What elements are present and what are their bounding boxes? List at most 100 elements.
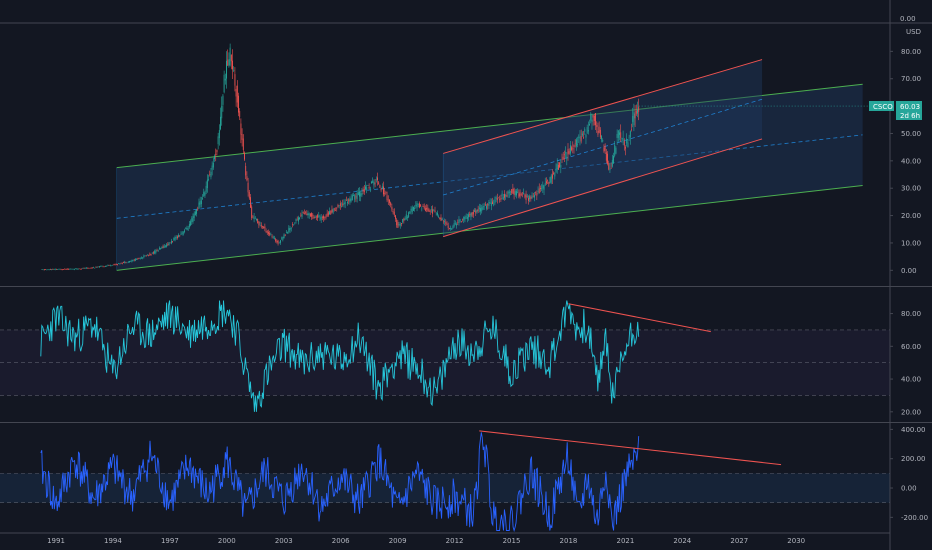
candle-body[interactable]	[336, 208, 338, 210]
candle-body[interactable]	[81, 268, 83, 270]
candle-body[interactable]	[454, 223, 456, 225]
candle-body[interactable]	[573, 145, 575, 147]
candle-body[interactable]	[411, 207, 413, 213]
candle-body[interactable]	[138, 258, 140, 259]
candle-body[interactable]	[265, 230, 267, 232]
candle-body[interactable]	[73, 269, 75, 270]
candle-body[interactable]	[93, 267, 94, 269]
candle-body[interactable]	[338, 205, 340, 207]
candle-body[interactable]	[72, 269, 74, 270]
candle-body[interactable]	[330, 210, 332, 215]
channel-outer-upper-line[interactable]	[116, 83, 863, 169]
candle-body[interactable]	[402, 219, 404, 222]
candle-body[interactable]	[160, 247, 162, 249]
candle-body[interactable]	[186, 228, 188, 230]
candle-body[interactable]	[575, 139, 577, 147]
candle-body[interactable]	[78, 268, 80, 270]
candle-body[interactable]	[541, 188, 543, 189]
candle-body[interactable]	[457, 222, 459, 223]
candle-body[interactable]	[321, 217, 323, 218]
candle-body[interactable]	[327, 212, 329, 216]
candle-body[interactable]	[632, 116, 634, 122]
candle-body[interactable]	[145, 255, 147, 257]
candle-body[interactable]	[143, 255, 145, 258]
candle-body[interactable]	[88, 267, 90, 269]
candle-body[interactable]	[545, 181, 547, 184]
candle-body[interactable]	[175, 237, 177, 239]
candle-body[interactable]	[373, 181, 375, 186]
candle-body[interactable]	[561, 159, 563, 160]
candle-body[interactable]	[571, 147, 573, 151]
candle-body[interactable]	[620, 132, 622, 138]
candle-body[interactable]	[117, 264, 118, 265]
candle-body[interactable]	[95, 266, 97, 268]
candle-body[interactable]	[232, 60, 233, 70]
candle-body[interactable]	[484, 204, 486, 206]
candle-body[interactable]	[59, 269, 61, 270]
candle-body[interactable]	[323, 216, 325, 219]
candle-body[interactable]	[236, 85, 238, 103]
candle-body[interactable]	[412, 206, 414, 211]
candle-body[interactable]	[113, 264, 115, 265]
candle-body[interactable]	[614, 144, 616, 156]
candle-body[interactable]	[97, 266, 99, 268]
candle-body[interactable]	[94, 267, 96, 269]
candle-body[interactable]	[619, 132, 620, 135]
candle-body[interactable]	[161, 247, 163, 248]
candle-body[interactable]	[187, 228, 189, 230]
candle-body[interactable]	[63, 269, 65, 270]
candle-body[interactable]	[279, 240, 281, 243]
candle-body[interactable]	[427, 207, 429, 211]
candle-body[interactable]	[222, 95, 224, 105]
candle-body[interactable]	[517, 192, 519, 193]
candle-body[interactable]	[87, 267, 88, 269]
candle-body[interactable]	[495, 197, 497, 199]
candle-body[interactable]	[313, 216, 315, 219]
candle-body[interactable]	[598, 126, 600, 133]
candle-body[interactable]	[295, 219, 297, 221]
candle-body[interactable]	[476, 209, 478, 213]
candle-body[interactable]	[332, 209, 334, 213]
candle-body[interactable]	[538, 188, 540, 193]
candle-body[interactable]	[58, 268, 60, 270]
candle-body[interactable]	[463, 216, 465, 221]
candle-body[interactable]	[583, 137, 585, 138]
candle-body[interactable]	[444, 221, 446, 222]
candle-body[interactable]	[215, 153, 217, 156]
candle-body[interactable]	[254, 218, 256, 220]
candle-body[interactable]	[341, 206, 342, 207]
candle-body[interactable]	[637, 109, 638, 114]
candle-body[interactable]	[121, 262, 123, 264]
candle-body[interactable]	[221, 105, 223, 119]
candle-body[interactable]	[204, 192, 206, 196]
candle-body[interactable]	[259, 222, 261, 224]
candle-body[interactable]	[258, 221, 260, 226]
candle-body[interactable]	[144, 255, 146, 257]
candle-body[interactable]	[343, 203, 345, 205]
candle-body[interactable]	[410, 208, 412, 211]
candle-body[interactable]	[426, 208, 428, 210]
candle-body[interactable]	[621, 138, 623, 139]
candle-body[interactable]	[613, 156, 614, 164]
candle-body[interactable]	[226, 60, 227, 79]
candle-body[interactable]	[166, 244, 168, 247]
candle-body[interactable]	[547, 180, 549, 181]
candle-body[interactable]	[424, 208, 426, 211]
candle-body[interactable]	[119, 263, 121, 265]
candle-body[interactable]	[173, 238, 175, 240]
candle-body[interactable]	[263, 226, 265, 229]
candle-body[interactable]	[423, 206, 425, 209]
candle-body[interactable]	[579, 137, 581, 139]
candle-body[interactable]	[430, 209, 432, 211]
candle-body[interactable]	[529, 196, 531, 200]
candle-body[interactable]	[252, 215, 254, 217]
candle-body[interactable]	[555, 169, 557, 172]
candle-body[interactable]	[452, 226, 454, 229]
candle-body[interactable]	[633, 112, 635, 126]
candle-body[interactable]	[350, 198, 352, 201]
candle-body[interactable]	[199, 201, 201, 205]
candle-body[interactable]	[69, 268, 71, 270]
candle-body[interactable]	[603, 147, 605, 152]
candle-body[interactable]	[493, 203, 495, 205]
